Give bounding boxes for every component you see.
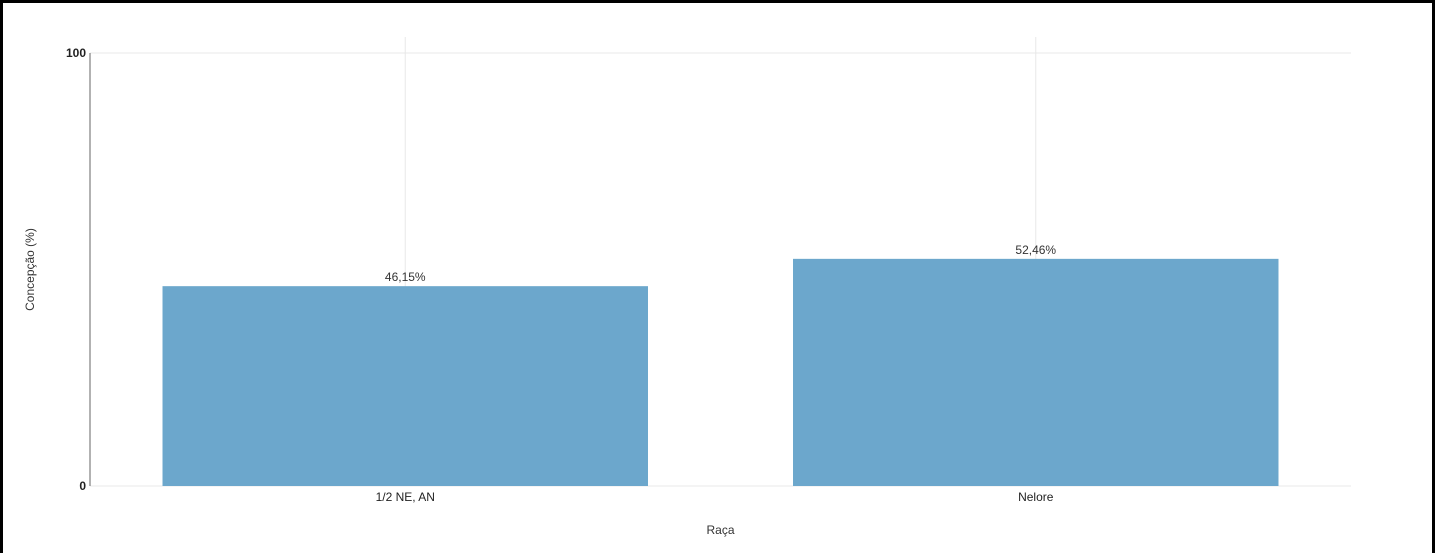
bars xyxy=(162,258,1279,486)
labels: 46,15% 52,46% 0 100 1/2 NE, AN Nelore xyxy=(66,46,1056,504)
y-tick-label-1: 100 xyxy=(66,46,86,60)
bar-1 xyxy=(793,258,1279,486)
bar-0 xyxy=(162,286,648,486)
data-label-1: 52,46% xyxy=(1015,243,1056,257)
y-tick-label-0: 0 xyxy=(79,479,86,493)
y-axis-title: Concepção (%) xyxy=(23,228,37,311)
data-label-0: 46,15% xyxy=(385,270,426,284)
x-axis-title: Raça xyxy=(706,523,734,537)
x-tick-label-1: Nelore xyxy=(1018,490,1054,504)
x-tick-label-0: 1/2 NE, AN xyxy=(376,490,435,504)
